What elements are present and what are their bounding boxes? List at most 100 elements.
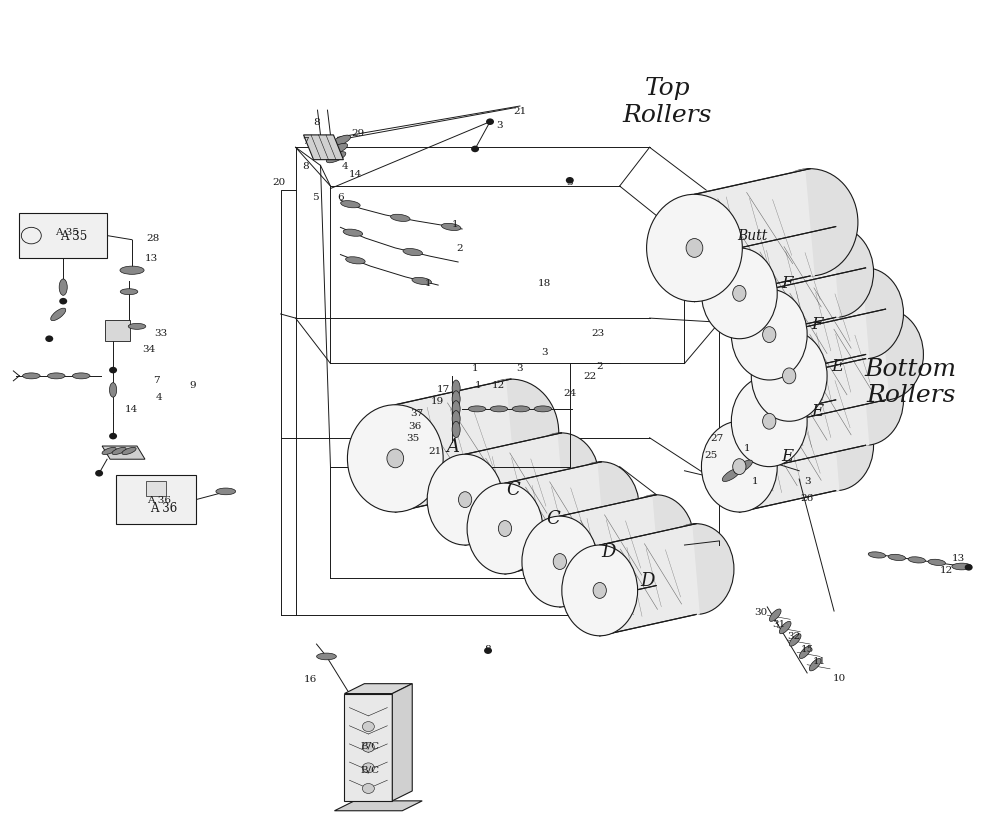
Ellipse shape — [618, 495, 694, 586]
Text: 8: 8 — [302, 162, 309, 170]
Text: A 35: A 35 — [60, 230, 87, 243]
Ellipse shape — [441, 224, 461, 232]
Ellipse shape — [799, 647, 811, 659]
Ellipse shape — [317, 653, 336, 660]
Text: C: C — [546, 509, 560, 528]
Polygon shape — [391, 380, 516, 513]
Circle shape — [566, 178, 574, 184]
Circle shape — [109, 367, 117, 374]
Ellipse shape — [868, 552, 886, 558]
Ellipse shape — [686, 239, 703, 258]
Ellipse shape — [23, 374, 40, 380]
Ellipse shape — [769, 609, 781, 622]
Text: F: F — [782, 275, 793, 292]
Ellipse shape — [888, 555, 906, 561]
Ellipse shape — [467, 484, 543, 574]
Text: 21: 21 — [513, 108, 527, 117]
Text: 27: 27 — [711, 433, 724, 442]
Ellipse shape — [51, 308, 66, 321]
Polygon shape — [596, 524, 700, 636]
Ellipse shape — [427, 455, 503, 545]
Ellipse shape — [763, 414, 776, 430]
Ellipse shape — [112, 448, 126, 455]
Ellipse shape — [534, 406, 552, 413]
Text: E: E — [831, 357, 843, 375]
Ellipse shape — [47, 374, 65, 380]
Polygon shape — [334, 801, 422, 810]
Ellipse shape — [326, 152, 346, 164]
Ellipse shape — [701, 249, 777, 339]
Circle shape — [471, 146, 479, 153]
Ellipse shape — [463, 380, 559, 487]
Ellipse shape — [733, 459, 746, 475]
Text: D: D — [641, 571, 655, 589]
Text: 33: 33 — [154, 328, 168, 337]
Text: 4: 4 — [342, 162, 349, 170]
Circle shape — [45, 336, 53, 342]
Polygon shape — [501, 462, 605, 574]
Text: 8: 8 — [313, 118, 320, 127]
Polygon shape — [736, 400, 839, 513]
Polygon shape — [765, 355, 869, 467]
Bar — [19, 213, 107, 259]
Ellipse shape — [122, 448, 136, 455]
Ellipse shape — [343, 230, 363, 237]
Ellipse shape — [346, 257, 365, 265]
Text: 1: 1 — [452, 219, 458, 228]
Text: 3: 3 — [497, 121, 503, 130]
Ellipse shape — [789, 634, 801, 647]
Text: 24: 24 — [563, 389, 576, 398]
Circle shape — [362, 783, 374, 793]
Ellipse shape — [848, 310, 923, 400]
Bar — [344, 694, 392, 801]
Ellipse shape — [452, 380, 460, 397]
Polygon shape — [304, 136, 343, 160]
Text: 12: 12 — [491, 380, 505, 390]
Ellipse shape — [347, 405, 443, 513]
Ellipse shape — [72, 374, 90, 380]
Ellipse shape — [798, 400, 874, 491]
Text: 11: 11 — [812, 657, 826, 665]
Text: 19: 19 — [431, 397, 444, 405]
Ellipse shape — [763, 327, 776, 343]
Text: C: C — [506, 480, 520, 499]
Text: 32: 32 — [788, 632, 801, 641]
Ellipse shape — [908, 557, 926, 563]
Ellipse shape — [391, 215, 410, 222]
Text: A 36: A 36 — [147, 495, 171, 504]
Text: Top
Rollers: Top Rollers — [623, 77, 712, 127]
Text: E: E — [781, 448, 794, 465]
Text: 26: 26 — [801, 493, 814, 502]
Text: 15: 15 — [801, 644, 814, 653]
Text: 29: 29 — [352, 129, 365, 138]
Text: 14: 14 — [124, 405, 138, 414]
Text: Bottom
Rollers: Bottom Rollers — [865, 357, 957, 407]
Ellipse shape — [109, 383, 117, 398]
Text: 31: 31 — [773, 619, 786, 629]
Polygon shape — [556, 495, 660, 607]
Polygon shape — [461, 433, 565, 545]
Ellipse shape — [658, 524, 734, 614]
Ellipse shape — [341, 202, 360, 208]
Text: 25: 25 — [705, 450, 718, 459]
Text: 35: 35 — [407, 433, 420, 442]
Text: 12: 12 — [940, 566, 953, 575]
Ellipse shape — [458, 492, 472, 508]
Text: 1: 1 — [752, 476, 759, 485]
Circle shape — [484, 648, 492, 654]
Text: 13: 13 — [144, 254, 158, 263]
Ellipse shape — [452, 391, 460, 408]
Circle shape — [109, 433, 117, 440]
Ellipse shape — [524, 433, 599, 524]
Text: E: E — [811, 403, 823, 419]
Ellipse shape — [331, 136, 351, 147]
Text: 20: 20 — [272, 179, 285, 187]
Text: D: D — [601, 543, 615, 560]
Polygon shape — [736, 227, 839, 339]
Ellipse shape — [468, 406, 486, 413]
Ellipse shape — [490, 406, 508, 413]
Text: 2: 2 — [457, 244, 463, 253]
Circle shape — [486, 119, 494, 126]
Ellipse shape — [120, 289, 138, 295]
Text: 4: 4 — [156, 393, 162, 402]
